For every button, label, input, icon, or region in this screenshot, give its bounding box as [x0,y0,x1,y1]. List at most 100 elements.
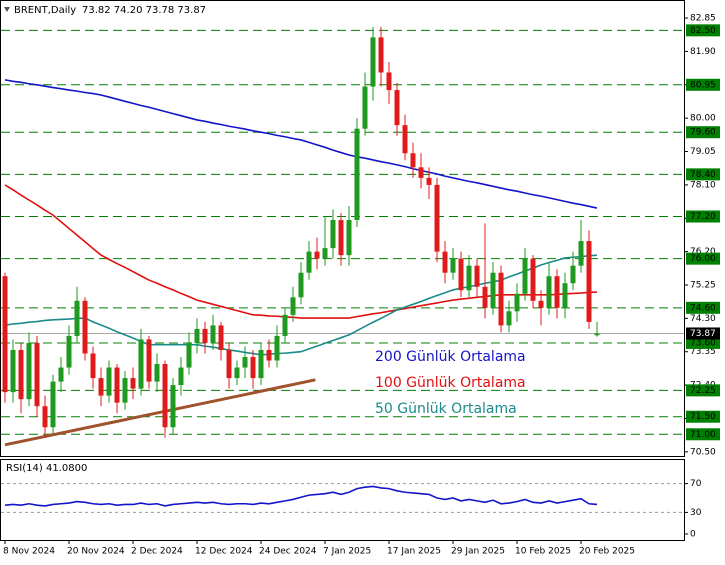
candle-body [74,300,80,336]
candle-body [514,293,520,312]
rsi-y-tick-label: 70 [690,479,702,489]
candle-body [554,276,560,308]
candle-body [242,357,248,368]
legend-entry: 100 Günlük Ortalama [375,375,526,391]
level-box [686,336,720,349]
y-tick-label: 80.00 [690,114,716,124]
level-label: 76.00 [690,254,716,264]
candle-body [90,353,96,379]
candle-body [266,349,272,361]
candle-body [306,251,312,273]
candle-body [162,364,168,428]
level-box [686,384,720,397]
x-tick-label: 10 Feb 2025 [515,547,571,557]
current-price-box [686,327,720,340]
candle-body [450,258,456,273]
y-tick-label: 76.20 [690,247,716,257]
candle-body [354,128,360,221]
candle-body [362,86,368,129]
candle-body [562,283,568,308]
level-label: 80.95 [690,80,716,90]
candle-body [538,300,544,308]
candle-body [178,367,184,386]
y-tick-label: 78.10 [690,180,716,190]
candle-body [98,378,104,396]
x-tick-label: 7 Jan 2025 [323,547,371,557]
x-tick-label: 2 Dec 2024 [131,547,183,557]
x-tick-label: 8 Nov 2024 [3,547,55,557]
x-tick-label: 20 Nov 2024 [67,547,125,557]
y-tick-label: 81.90 [690,47,716,57]
main-panel [0,0,685,457]
level-box [686,252,720,265]
candle-body [170,385,176,428]
ohlc-header: 73.82 74.20 73.78 73.87 [82,5,206,16]
y-tick-label: 82.85 [690,14,716,24]
candle-body [258,349,264,379]
candle-body [426,177,432,185]
symbol-title: BRENT,Daily [14,5,76,16]
rsi-y-tick-label: 0 [690,530,696,540]
candle-body [194,328,200,343]
level-label: 71.50 [690,412,716,422]
candle-body [578,241,584,266]
candle-body [442,251,448,273]
candle-body [482,286,488,308]
candle-body [58,367,64,382]
candle-body [346,220,352,256]
candle-body [498,272,504,326]
candle-body [322,248,328,259]
candle-body [298,272,304,298]
candle-body [34,342,40,407]
candle-body [474,265,480,287]
candle-body [138,339,144,389]
level-box [686,168,720,181]
candle-body [226,349,232,379]
y-tick-label: 74.30 [690,314,716,324]
candle-body [50,381,56,428]
candle-body [186,342,192,368]
legend-entry: 50 Günlük Ortalama [375,401,517,417]
level-box [686,301,720,314]
candle-body [10,349,16,393]
level-label: 77.20 [690,212,716,222]
moving-average [4,254,598,356]
candle-body [282,314,288,336]
candle-body [146,339,152,382]
candle-body [370,37,376,87]
candle-body [290,297,296,315]
candle-body [394,90,400,126]
candle-body [410,153,416,168]
x-tick-label: 24 Dec 2024 [259,547,317,557]
moving-average [4,184,598,319]
candle-body [570,265,576,284]
level-label: 71.00 [690,430,716,440]
level-box [686,126,720,139]
candle-body [586,241,592,322]
level-label: 74.60 [690,303,716,313]
candle-body [594,333,600,336]
legend-entry: 200 Günlük Ortalama [375,349,526,365]
candle-body [26,342,32,400]
candle-body [250,357,256,379]
candle-body [114,367,120,403]
x-tick-label: 20 Feb 2025 [579,547,635,557]
rsi-line [4,485,598,507]
x-tick-label: 12 Dec 2024 [195,547,253,557]
candle-body [234,367,240,379]
moving-average [4,79,598,209]
candle-body [2,276,8,393]
candle-body [218,325,224,350]
candle-body [130,378,136,389]
trendline [4,378,316,447]
level-box [686,410,720,423]
candle-body [546,276,552,308]
candle-body [42,406,48,428]
candle-body [458,258,464,291]
candle-body [330,220,336,249]
candle-body [82,300,88,354]
candle-body [530,258,536,301]
candle-body [434,184,440,252]
level-label: 78.40 [690,170,716,180]
